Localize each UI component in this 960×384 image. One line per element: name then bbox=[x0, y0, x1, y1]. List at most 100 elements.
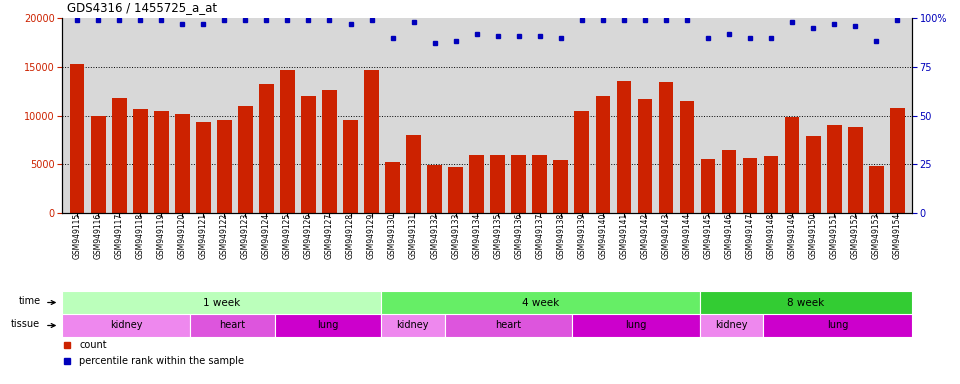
Text: 1 week: 1 week bbox=[204, 298, 240, 308]
Text: GSM949147: GSM949147 bbox=[746, 213, 755, 259]
Bar bbox=[406, 135, 420, 213]
Text: GSM949134: GSM949134 bbox=[472, 213, 481, 259]
Bar bbox=[680, 101, 694, 213]
Bar bbox=[848, 127, 863, 213]
Text: GSM949154: GSM949154 bbox=[893, 213, 901, 259]
Text: GSM949143: GSM949143 bbox=[661, 213, 670, 259]
Bar bbox=[259, 84, 274, 213]
Text: GSM949122: GSM949122 bbox=[220, 213, 228, 259]
Bar bbox=[595, 96, 611, 213]
Text: lung: lung bbox=[625, 321, 647, 331]
Text: GSM949124: GSM949124 bbox=[262, 213, 271, 259]
Text: GSM949126: GSM949126 bbox=[304, 213, 313, 259]
Text: heart: heart bbox=[495, 321, 521, 331]
Text: kidney: kidney bbox=[396, 321, 429, 331]
Bar bbox=[700, 314, 763, 337]
Bar bbox=[190, 314, 275, 337]
Text: GSM949116: GSM949116 bbox=[94, 213, 103, 259]
Bar bbox=[763, 314, 912, 337]
Text: GSM949144: GSM949144 bbox=[683, 213, 691, 259]
Bar bbox=[427, 165, 442, 213]
Text: GSM949135: GSM949135 bbox=[493, 213, 502, 259]
Text: GSM949127: GSM949127 bbox=[325, 213, 334, 259]
Text: 4 week: 4 week bbox=[521, 298, 559, 308]
Text: GSM949136: GSM949136 bbox=[515, 213, 523, 259]
Bar bbox=[301, 96, 316, 213]
Text: 8 week: 8 week bbox=[787, 298, 825, 308]
Bar bbox=[323, 90, 337, 213]
Bar bbox=[659, 82, 673, 213]
Text: GSM949139: GSM949139 bbox=[577, 213, 587, 259]
Bar bbox=[132, 109, 148, 213]
Text: GSM949133: GSM949133 bbox=[451, 213, 460, 259]
Bar bbox=[805, 136, 821, 213]
Bar bbox=[444, 314, 572, 337]
Text: kidney: kidney bbox=[715, 321, 748, 331]
Bar bbox=[784, 118, 800, 213]
Text: GSM949148: GSM949148 bbox=[767, 213, 776, 259]
Text: GSM949118: GSM949118 bbox=[135, 213, 145, 259]
Text: GSM949149: GSM949149 bbox=[787, 213, 797, 259]
Text: count: count bbox=[80, 339, 107, 349]
Text: GSM949138: GSM949138 bbox=[556, 213, 565, 259]
Text: GSM949119: GSM949119 bbox=[156, 213, 166, 259]
Text: GSM949123: GSM949123 bbox=[241, 213, 250, 259]
Text: GSM949146: GSM949146 bbox=[725, 213, 733, 259]
Bar bbox=[280, 70, 295, 213]
Bar bbox=[381, 291, 700, 314]
Bar bbox=[869, 166, 883, 213]
Bar bbox=[616, 81, 632, 213]
Bar bbox=[275, 314, 381, 337]
Text: GSM949128: GSM949128 bbox=[346, 213, 355, 259]
Bar bbox=[91, 116, 106, 213]
Text: GSM949131: GSM949131 bbox=[409, 213, 419, 259]
Text: GSM949150: GSM949150 bbox=[808, 213, 818, 259]
Text: GSM949137: GSM949137 bbox=[536, 213, 544, 259]
Text: GSM949140: GSM949140 bbox=[598, 213, 608, 259]
Text: lung: lung bbox=[827, 321, 849, 331]
Bar bbox=[491, 154, 505, 213]
Bar bbox=[343, 120, 358, 213]
Text: GSM949153: GSM949153 bbox=[872, 213, 880, 259]
Text: GSM949121: GSM949121 bbox=[199, 213, 207, 259]
Bar bbox=[154, 111, 169, 213]
Text: GSM949145: GSM949145 bbox=[704, 213, 712, 259]
Bar bbox=[722, 150, 736, 213]
Text: GSM949120: GSM949120 bbox=[178, 213, 187, 259]
Text: GSM949129: GSM949129 bbox=[367, 213, 376, 259]
Bar bbox=[62, 291, 381, 314]
Text: percentile rank within the sample: percentile rank within the sample bbox=[80, 356, 245, 366]
Bar bbox=[175, 114, 190, 213]
Bar bbox=[827, 125, 842, 213]
Bar bbox=[701, 159, 715, 213]
Text: GSM949130: GSM949130 bbox=[388, 213, 397, 259]
Bar bbox=[890, 108, 904, 213]
Text: tissue: tissue bbox=[12, 319, 40, 329]
Text: GSM949152: GSM949152 bbox=[851, 213, 860, 259]
Text: GSM949151: GSM949151 bbox=[829, 213, 839, 259]
Bar bbox=[743, 159, 757, 213]
Text: GSM949132: GSM949132 bbox=[430, 213, 439, 259]
Text: kidney: kidney bbox=[109, 321, 142, 331]
Text: lung: lung bbox=[317, 321, 339, 331]
Bar bbox=[572, 314, 700, 337]
Text: GSM949141: GSM949141 bbox=[619, 213, 629, 259]
Bar bbox=[574, 111, 589, 213]
Bar bbox=[469, 154, 484, 213]
Text: GSM949125: GSM949125 bbox=[283, 213, 292, 259]
Text: heart: heart bbox=[219, 321, 246, 331]
Bar bbox=[764, 156, 779, 213]
Bar bbox=[62, 314, 190, 337]
Bar bbox=[700, 291, 912, 314]
Bar bbox=[448, 167, 463, 213]
Bar bbox=[238, 106, 252, 213]
Bar bbox=[70, 64, 84, 213]
Text: GSM949117: GSM949117 bbox=[114, 213, 124, 259]
Text: GSM949142: GSM949142 bbox=[640, 213, 649, 259]
Bar bbox=[196, 122, 210, 213]
Text: GDS4316 / 1455725_a_at: GDS4316 / 1455725_a_at bbox=[67, 1, 217, 14]
Bar bbox=[381, 314, 444, 337]
Text: GSM949115: GSM949115 bbox=[73, 213, 82, 259]
Text: time: time bbox=[19, 296, 41, 306]
Bar bbox=[533, 154, 547, 213]
